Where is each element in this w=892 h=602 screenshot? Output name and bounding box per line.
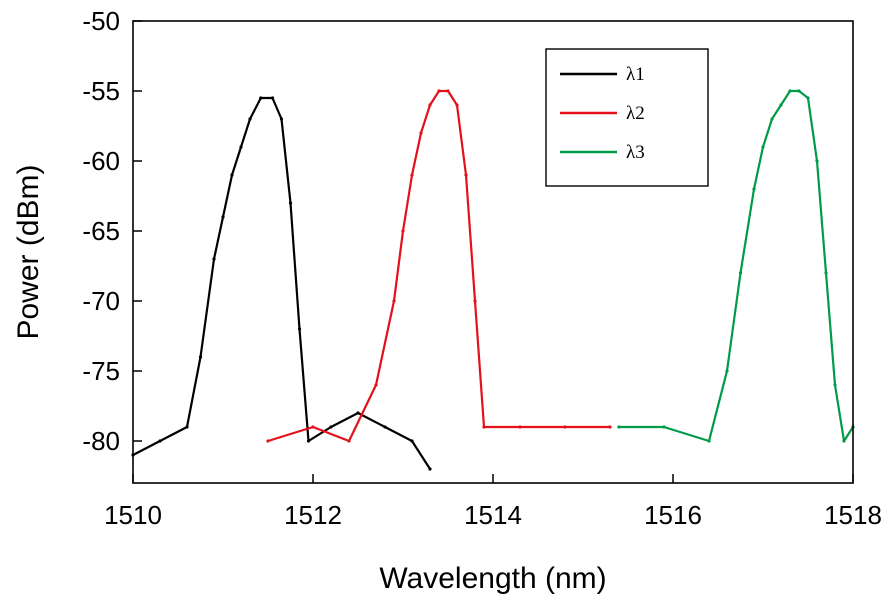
data-point [455,103,459,107]
x-tick-label: 1512 [284,500,342,530]
y-axis-title: Power (dBm) [12,164,45,339]
x-axis-ticks: 1510 1512 1514 1516 1518 [104,474,882,530]
data-point [563,425,567,429]
data-point [311,425,315,429]
data-point [288,201,293,205]
y-tick-label: -50 [82,6,120,36]
data-point [464,173,468,177]
legend-label-lambda2: λ2 [626,103,645,124]
series-line-1 [132,96,431,470]
data-point [779,103,783,107]
x-tick-label: 1514 [464,500,522,530]
y-tick-label: -80 [82,426,120,456]
legend-box [545,48,709,187]
data-point [473,299,477,303]
series-layer [131,89,855,471]
data-point [738,271,743,275]
series-2 [266,89,612,443]
data-point [392,299,396,303]
y-tick-label: -60 [82,146,120,176]
data-point [410,173,414,177]
data-point [239,145,243,149]
data-point [306,439,311,443]
data-point [815,159,819,163]
data-point [410,439,414,443]
data-point [329,425,333,429]
data-point [266,439,270,443]
data-point [230,173,234,177]
data-point [662,425,666,429]
data-point [428,103,432,107]
data-point [833,383,837,387]
data-point [259,96,263,100]
data-point [383,425,387,429]
y-axis-ticks: -50 -55 -60 -65 -70 -75 -80 [82,6,142,456]
data-point [419,131,423,135]
legend-label-lambda1: λ1 [626,64,645,85]
data-point [347,439,351,443]
data-point [221,215,225,219]
legend: λ1 λ2 λ3 [545,48,709,187]
data-point [401,229,405,233]
x-tick-label: 1516 [644,500,702,530]
series-3 [617,89,855,443]
data-point [842,439,846,443]
data-point [797,89,801,93]
data-point [761,145,765,149]
data-point [185,425,189,429]
data-point [198,355,203,359]
x-tick-label: 1510 [104,500,162,530]
data-point [212,257,216,261]
x-tick-label: 1518 [824,500,882,530]
data-point [248,117,252,121]
data-point [770,117,774,121]
series-line-2 [267,89,610,443]
y-tick-label: -70 [82,286,120,316]
data-point [617,425,621,429]
data-point [437,89,441,93]
x-axis-title: Wavelength (nm) [379,562,606,595]
data-point [356,411,360,415]
data-point [446,89,450,93]
y-tick-label: -55 [82,76,120,106]
data-point [374,383,378,387]
data-point [752,187,756,191]
data-point [270,96,275,100]
data-point [428,467,432,471]
data-point [297,327,302,331]
y-tick-label: -75 [82,356,120,386]
data-point [806,96,810,100]
data-point [518,425,522,429]
data-point [608,425,612,429]
data-point [725,369,729,373]
data-point [158,439,162,443]
data-point [279,117,284,121]
plot-frame [132,20,854,484]
y-tick-label: -65 [82,216,120,246]
data-point [707,439,711,443]
data-point [788,89,792,93]
series-1 [131,96,432,471]
data-point [482,425,486,429]
data-point [824,271,828,275]
legend-label-lambda3: λ3 [626,142,645,163]
